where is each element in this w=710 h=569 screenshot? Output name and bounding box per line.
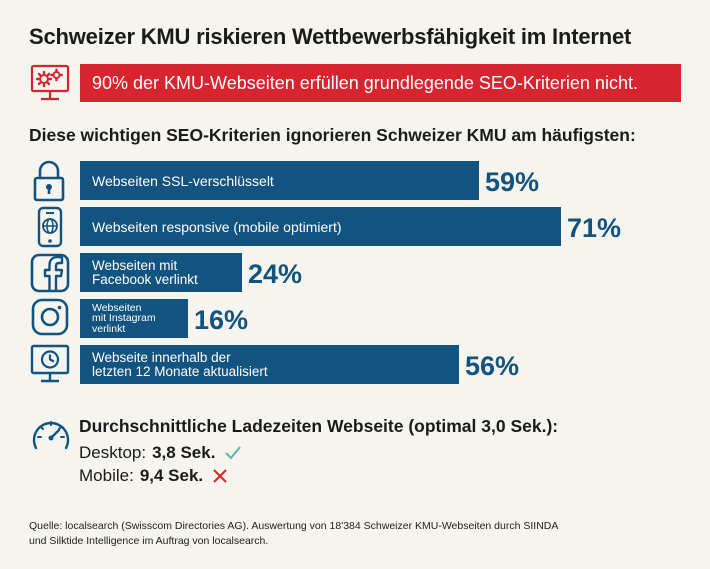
padlock-icon [31,160,67,202]
value-label-updated: 56% [465,351,520,381]
value-label-responsive: 71% [567,213,622,243]
value-label-instagram: 16% [194,305,249,335]
desktop-label: Desktop: [79,443,147,462]
mobile-load-row: Mobile: 9,4 Sek. [79,466,228,486]
instagram-icon [30,297,70,337]
value-label-ssl: 59% [485,167,540,197]
chart-subtitle: Diese wichtigen SEO-Kriterien ignorieren… [29,125,636,145]
bar-instagram: Webseiten mit Instagram verlinkt [80,299,188,338]
bar-facebook: Webseiten mit Facebook verlinkt [80,253,242,292]
bar-updated: Webseite innerhalb der letzten 12 Monate… [80,345,459,384]
smartphone-globe-icon [36,206,64,248]
value-label-facebook: 24% [248,259,303,289]
bar-ssl: Webseiten SSL-verschlüsselt [80,161,479,200]
check-icon [224,445,242,461]
desktop-load-row: Desktop: 3,8 Sek. [79,443,242,463]
cross-icon [212,468,228,484]
mobile-value: 9,4 Sek. [139,466,204,485]
monitor-clock-icon [30,343,70,385]
speedometer-icon [30,416,72,452]
mobile-label: Mobile: [79,466,134,485]
page-title: Schweizer KMU riskieren Wettbewerbsfähig… [29,24,632,49]
desktop-value: 3,8 Sek. [152,443,216,462]
load-times-title: Durchschnittliche Ladezeiten Webseite (o… [79,416,559,436]
source-note: Quelle: localsearch (Swisscom Directorie… [29,520,559,547]
bar-responsive: Webseiten responsive (mobile optimiert) [80,207,561,246]
monitor-gears-icon [30,63,70,103]
facebook-icon [30,253,70,293]
headline-banner: 90% der KMU-Webseiten erfüllen grundlege… [80,64,681,102]
